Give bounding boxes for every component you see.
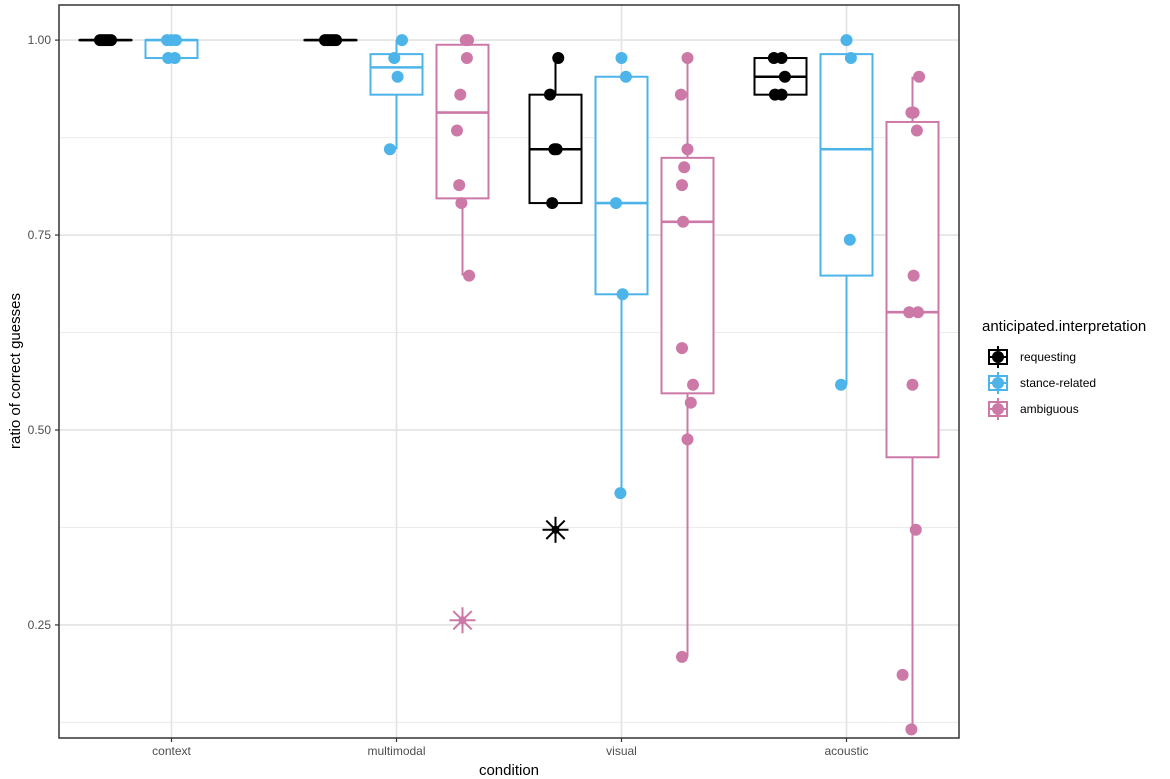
x-axis: context multimodal visual acoustic bbox=[152, 738, 869, 758]
legend-label-stance-related: stance-related bbox=[1020, 376, 1096, 390]
data-point bbox=[616, 288, 629, 301]
outlier-star bbox=[449, 607, 476, 634]
data-point bbox=[396, 34, 408, 47]
legend-label-ambiguous: ambiguous bbox=[1020, 402, 1079, 416]
legend-key-ambiguous bbox=[988, 398, 1008, 420]
data-point bbox=[544, 88, 556, 101]
legend: anticipated.interpretation requesting sta… bbox=[982, 318, 1146, 420]
data-point bbox=[168, 52, 181, 65]
data-point bbox=[451, 124, 463, 137]
legend-key-point bbox=[992, 351, 1004, 363]
data-point bbox=[681, 433, 694, 446]
data-point bbox=[905, 723, 918, 736]
data-point bbox=[388, 52, 401, 65]
outlier-star-center bbox=[551, 525, 560, 534]
data-point bbox=[463, 269, 476, 282]
box-body bbox=[594, 75, 649, 296]
box-ambiguous-visual bbox=[660, 52, 715, 663]
data-point bbox=[910, 124, 923, 137]
data-point bbox=[454, 88, 467, 101]
box-requesting-visual bbox=[528, 52, 583, 543]
outlier-star bbox=[542, 516, 569, 543]
data-point bbox=[778, 70, 791, 83]
box-stance-related-context bbox=[144, 34, 199, 65]
x-tick-label: visual bbox=[606, 744, 637, 758]
box-ambiguous-multimodal bbox=[435, 34, 490, 634]
data-point bbox=[844, 52, 857, 65]
data-point bbox=[912, 306, 924, 319]
data-point bbox=[383, 143, 396, 156]
legend-key-requesting bbox=[988, 346, 1008, 368]
y-tick-label: 0.75 bbox=[28, 228, 52, 242]
legend-key-point bbox=[992, 403, 1004, 415]
data-point bbox=[676, 650, 688, 663]
data-point bbox=[615, 52, 628, 65]
data-point bbox=[907, 269, 920, 282]
panel-border bbox=[58, 4, 960, 739]
box-stance-related-visual bbox=[594, 52, 649, 500]
data-point bbox=[906, 378, 919, 391]
data-point bbox=[391, 70, 404, 83]
data-point bbox=[843, 233, 856, 246]
data-point bbox=[455, 197, 468, 210]
data-point bbox=[676, 179, 688, 192]
data-point bbox=[687, 378, 699, 391]
data-point bbox=[907, 106, 920, 119]
data-point bbox=[165, 34, 178, 47]
data-point bbox=[909, 523, 922, 536]
data-point bbox=[330, 34, 342, 47]
box-requesting-multimodal bbox=[303, 34, 358, 47]
data-point bbox=[610, 197, 622, 210]
data-point bbox=[835, 378, 847, 391]
box-stance-related-multimodal bbox=[369, 34, 424, 156]
box-requesting-context bbox=[78, 34, 133, 47]
data-point bbox=[105, 34, 117, 47]
data-point bbox=[896, 668, 909, 681]
outlier-star-center bbox=[458, 616, 467, 625]
data-point bbox=[462, 34, 474, 47]
data-point bbox=[674, 88, 687, 101]
box-body bbox=[660, 156, 715, 395]
legend-key-stance-related bbox=[988, 372, 1008, 394]
data-point bbox=[775, 52, 788, 65]
box-stance-related-acoustic bbox=[819, 34, 874, 391]
data-point bbox=[676, 342, 688, 355]
x-tick-label: context bbox=[152, 744, 191, 758]
legend-key-point bbox=[992, 377, 1004, 389]
legend-label-requesting: requesting bbox=[1020, 350, 1076, 364]
box-ambiguous-acoustic bbox=[885, 70, 940, 736]
box-marks bbox=[78, 34, 940, 736]
data-point bbox=[840, 34, 853, 47]
data-point bbox=[903, 306, 916, 319]
x-axis-title: condition bbox=[479, 762, 539, 779]
data-point bbox=[614, 487, 627, 500]
data-point bbox=[552, 52, 565, 65]
legend-title: anticipated.interpretation bbox=[982, 318, 1146, 335]
data-point bbox=[681, 143, 694, 156]
y-tick-label: 0.25 bbox=[28, 618, 52, 632]
x-tick-label: multimodal bbox=[367, 744, 425, 758]
data-point bbox=[678, 161, 691, 174]
y-tick-label: 1.00 bbox=[28, 33, 52, 47]
data-point bbox=[684, 396, 697, 409]
box-body bbox=[435, 43, 490, 200]
data-point bbox=[546, 197, 559, 210]
data-point bbox=[619, 70, 632, 83]
data-point bbox=[913, 70, 926, 83]
y-axis: 0.25 0.50 0.75 1.00 bbox=[28, 33, 59, 632]
box-requesting-acoustic bbox=[753, 52, 808, 101]
x-tick-label: acoustic bbox=[824, 744, 868, 758]
data-point bbox=[453, 179, 466, 192]
data-point bbox=[681, 52, 694, 65]
data-point bbox=[550, 143, 563, 156]
y-axis-title: ratio of correct guesses bbox=[7, 293, 24, 449]
box-body bbox=[885, 120, 940, 459]
data-point bbox=[775, 88, 788, 101]
data-point bbox=[460, 52, 473, 65]
data-point bbox=[677, 215, 690, 228]
y-tick-label: 0.50 bbox=[28, 423, 52, 437]
